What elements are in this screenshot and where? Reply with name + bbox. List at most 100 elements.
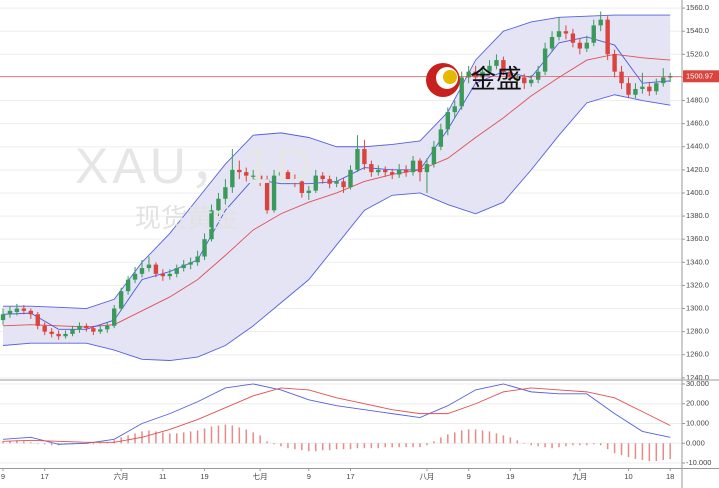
histogram-bar [155,431,157,444]
x-tick-label: 17 [41,472,49,481]
histogram-bar [495,433,498,444]
candle-body [410,160,416,173]
candle-body [542,48,548,72]
histogram-bar [433,441,435,444]
histogram-bar [224,424,227,444]
candle-body [28,310,33,315]
histogram-bar [328,443,331,451]
candle-body [174,268,179,274]
candle-body [487,65,492,72]
y-tick-label: 1400.0 [686,188,709,197]
indicator-line [3,14,671,309]
histogram-bar [287,443,289,449]
y-tick-label: 1360.0 [686,234,709,243]
histogram-bar [43,443,46,445]
candle-body [341,181,346,188]
candle-body [570,33,576,43]
histogram-bar [259,435,261,444]
candle-body [348,169,353,188]
candle-body [285,172,291,180]
candle-body [376,169,381,173]
candle-body [230,169,235,188]
histogram-bar [544,443,546,448]
candle-body [77,325,82,330]
candle-body [563,31,569,34]
histogram-bar [579,443,581,446]
candle-body [473,71,478,78]
y-tick-label: 1240.0 [686,373,709,382]
candle-body [209,210,214,240]
histogram-bar [182,432,185,444]
x-tick-label: 10 [624,472,632,481]
x-tick-label: 9 [467,472,471,481]
histogram-bar [210,426,213,444]
candle-body [42,325,47,332]
histogram-bar [9,441,11,444]
x-tick-label: 17 [346,472,354,481]
x-tick-label: 19 [200,472,208,481]
histogram-bar [502,435,505,444]
candle-body [466,71,471,78]
candle-body [626,83,631,95]
candle-body [577,42,583,49]
x-tick-label: 八月 [419,472,434,481]
candle-body [598,19,603,26]
y-tick-label: 1520.0 [686,49,709,58]
candle-body [313,175,318,191]
histogram-bar [586,443,588,446]
histogram-bar [217,425,220,444]
macd-line [2,387,671,443]
histogram-bar [460,430,463,444]
histogram-bar [565,443,567,447]
candle-body [98,329,103,332]
histogram-bar [266,441,268,444]
histogram-bar [16,440,18,444]
histogram-bar [551,443,553,449]
candle-body [278,172,284,176]
candle-body [132,273,138,280]
histogram-bar [321,443,324,451]
histogram-bar [30,442,32,444]
histogram-bar [405,443,407,448]
histogram-bar [426,443,428,446]
histogram-bar [669,443,671,460]
candle-body [494,60,499,66]
candle-body [105,325,110,330]
histogram-bar [370,443,373,449]
histogram-bar [634,443,637,460]
candle-body [56,333,61,337]
histogram-bar [454,432,456,444]
y-tick-label: 1460.0 [686,119,709,128]
histogram-bar [655,443,658,462]
histogram-bar [99,443,102,444]
histogram-bar [593,443,595,445]
histogram-bar [37,443,39,444]
histogram-bar [50,443,53,446]
candle-body [167,273,172,277]
logo-sun [443,70,457,84]
x-tick-label: 9 [1,472,5,481]
histogram-bar [488,431,491,444]
x-tick-label: 19 [506,472,514,481]
candle-body [654,83,659,92]
histogram-bar [245,429,247,444]
histogram-bar [509,437,512,444]
candle-body [647,86,652,92]
histogram-bar [356,443,359,449]
candle-body [216,198,221,211]
histogram-bar [342,443,345,450]
histogram-bar [189,431,192,444]
histogram-bar [572,443,574,446]
candle-body [63,333,68,337]
x-tick-label: 六月 [114,471,129,481]
x-tick-label: 11 [159,472,167,481]
histogram-bar [120,437,122,444]
macd-line [2,383,671,445]
histogram-bar [467,429,470,444]
histogram-bar [523,443,525,444]
y-tick-label: 1420.0 [686,165,709,174]
candle-body [320,175,325,180]
histogram-bar [363,443,366,449]
candle-body [188,262,193,265]
